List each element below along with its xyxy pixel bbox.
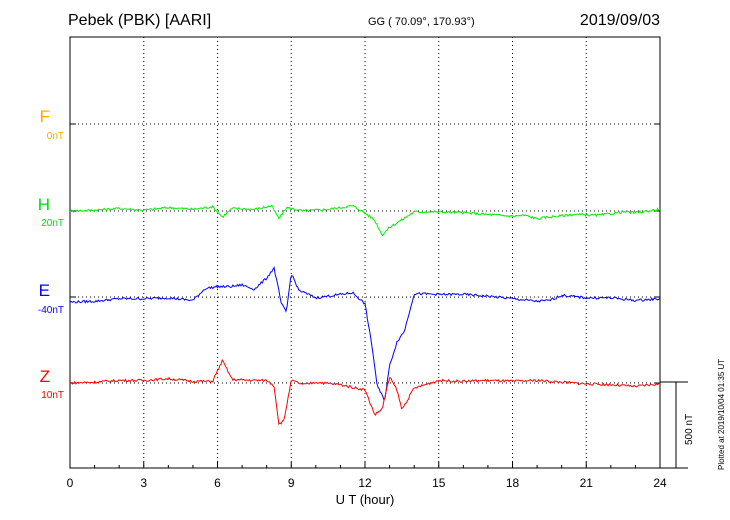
channel-label-z: Z — [39, 367, 50, 386]
x-tick-label: 9 — [288, 476, 295, 490]
x-tick-label: 3 — [140, 476, 147, 490]
x-tick-label: 24 — [653, 476, 667, 490]
series-lines — [69, 204, 661, 426]
scale-bar — [660, 381, 688, 469]
x-tick-label: 18 — [506, 476, 520, 490]
channel-label-f: F — [39, 107, 50, 126]
series-line-h — [69, 204, 661, 237]
x-axis-label: U T (hour) — [335, 492, 395, 507]
x-tick-label: 15 — [432, 476, 446, 490]
series-line-z — [69, 358, 661, 426]
x-tick-label: 12 — [358, 476, 372, 490]
x-tick-label: 21 — [580, 476, 594, 490]
x-tick-label: 0 — [67, 476, 74, 490]
channel-baseline-f: 0nT — [46, 131, 64, 142]
x-tick-label: 6 — [214, 476, 221, 490]
series-line-e — [69, 266, 661, 402]
scale-bar-label: 500 nT — [684, 413, 695, 445]
channel-baseline-h: 20nT — [41, 218, 64, 229]
plot-date: 2019/09/03 — [579, 12, 660, 29]
geo-coordinates: GG ( 70.09°, 170.93°) — [368, 16, 475, 28]
channel-baseline-z: 10nT — [41, 390, 64, 401]
channel-baseline-e: -40nT — [37, 305, 64, 316]
x-axis-ticks: 0 3 6 9 12 15 18 21 24 — [67, 123, 667, 490]
channel-label-e: E — [38, 281, 50, 300]
grid-lines — [70, 37, 660, 468]
channel-label-h: H — [37, 195, 50, 214]
station-title: Pebek (PBK) [AARI] — [68, 12, 212, 29]
plotted-timestamp: Plotted at 2019/10/04 01:35 UT — [717, 358, 726, 470]
